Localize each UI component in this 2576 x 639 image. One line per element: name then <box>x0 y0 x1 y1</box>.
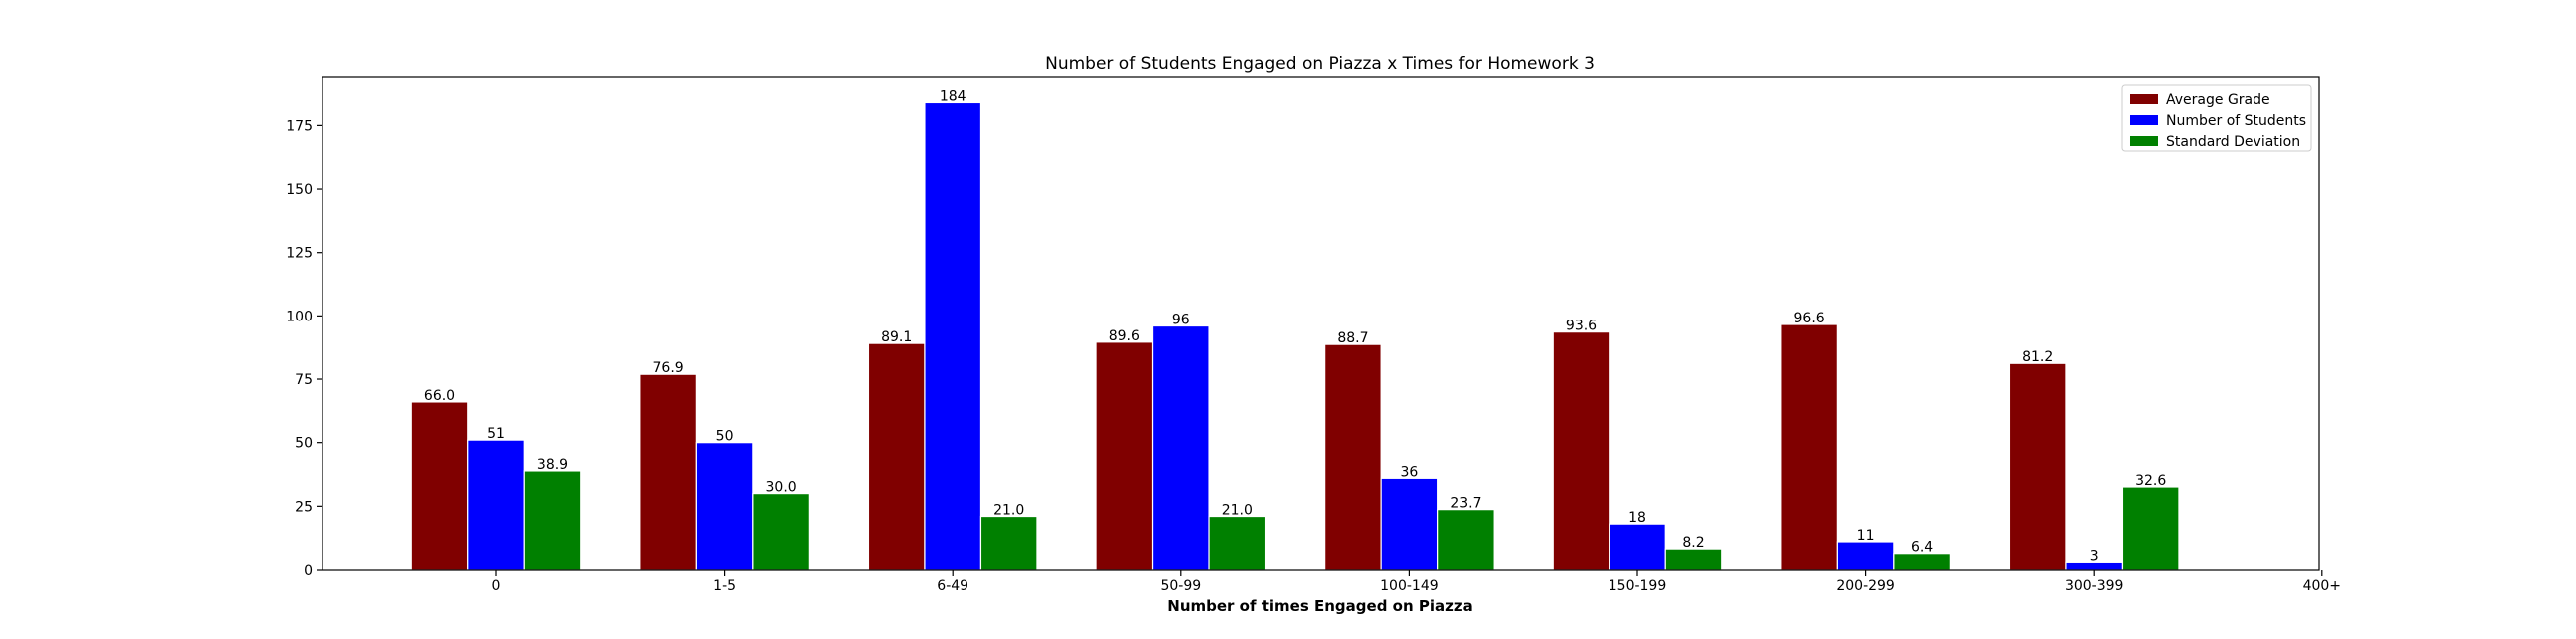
bar-value-label: 18 <box>1628 510 1646 526</box>
x-axis-label: Number of times Engaged on Piazza <box>1167 597 1472 615</box>
bar-value-label: 38.9 <box>537 457 568 473</box>
x-tick-label: 1-5 <box>713 578 736 594</box>
bar-value-label: 76.9 <box>653 360 684 376</box>
y-tick-label: 25 <box>295 499 313 515</box>
legend-label: Number of Students <box>2166 113 2306 129</box>
y-tick-label: 125 <box>286 246 313 262</box>
y-tick-label: 75 <box>295 372 313 388</box>
y-tick-label: 50 <box>295 436 313 452</box>
x-tick-label: 150-199 <box>1609 578 1667 594</box>
bar-value-label: 21.0 <box>993 503 1024 519</box>
legend-box <box>2121 84 2312 152</box>
bar <box>1552 331 1610 571</box>
bar <box>523 470 582 571</box>
bar-value-label: 3 <box>2090 548 2099 564</box>
bar <box>695 442 754 571</box>
bar <box>410 401 469 571</box>
bar-value-label: 81.2 <box>2022 349 2053 365</box>
bar <box>1437 509 1495 571</box>
bar-value-label: 23.7 <box>1450 496 1481 512</box>
bars-layer <box>410 101 2180 571</box>
legend-label: Standard Deviation <box>2166 134 2300 150</box>
bar-value-label: 89.1 <box>881 329 912 345</box>
bar-value-label: 36 <box>1400 464 1418 480</box>
bar <box>867 342 926 571</box>
x-tick-label: 6-49 <box>937 578 968 594</box>
bar <box>1893 553 1951 571</box>
x-tick-label: 0 <box>492 578 501 594</box>
legend-label: Average Grade <box>2166 92 2270 108</box>
bar <box>1609 523 1666 571</box>
bar <box>639 373 697 571</box>
x-tick-label: 200-299 <box>1836 578 1895 594</box>
bar <box>1780 323 1838 571</box>
bar <box>1324 343 1382 571</box>
bar-value-label: 6.4 <box>1911 540 1933 556</box>
bar-value-label: 96 <box>1172 313 1190 328</box>
bar-value-label: 8.2 <box>1682 535 1704 551</box>
bar-value-label: 66.0 <box>424 388 455 404</box>
legend: Average Grade Number of Students Standard … <box>2121 84 2312 152</box>
bar-value-label: 30.0 <box>766 480 797 496</box>
bar-value-label: 11 <box>1857 528 1875 544</box>
bar-value-label: 96.6 <box>1794 311 1825 326</box>
chart-title: Number of Students Engaged on Piazza x T… <box>1045 54 1595 74</box>
x-tick-label: 400+ <box>2303 578 2341 594</box>
y-axis: 0 25 50 75 100 125 150 175 <box>286 118 322 579</box>
bar <box>1151 324 1210 571</box>
y-tick-label: 100 <box>286 309 313 324</box>
y-tick-label: 175 <box>286 118 313 134</box>
bar <box>1664 548 1723 571</box>
bar <box>1095 341 1154 571</box>
bar <box>1380 477 1439 571</box>
bar-value-label: 88.7 <box>1337 330 1368 346</box>
y-tick-label: 150 <box>286 182 313 198</box>
plot-frame <box>322 76 2320 571</box>
bar <box>924 101 982 571</box>
x-axis: 0 1-5 6-49 50-99 100-149 150-199 200-299 300-39… <box>492 570 2341 594</box>
x-tick-label: 50-99 <box>1160 578 1201 594</box>
bar <box>979 515 1038 571</box>
bar-value-label: 50 <box>716 429 734 445</box>
legend-swatch <box>2130 94 2158 104</box>
bar-value-label: 32.6 <box>2135 473 2166 489</box>
bar <box>1208 515 1267 571</box>
legend-swatch <box>2130 115 2158 125</box>
bar-value-label: 93.6 <box>1566 319 1597 334</box>
bar-labels-layer: 66.0 76.9 89.1 89.6 88.7 93.6 96.6 81.2 51 50 184 9… <box>424 88 2166 564</box>
x-tick-label: 100-149 <box>1380 578 1439 594</box>
bar <box>752 493 810 571</box>
bar-value-label: 51 <box>487 426 505 442</box>
x-tick-label: 300-399 <box>2065 578 2124 594</box>
y-tick-label: 0 <box>304 563 313 579</box>
bar <box>2008 362 2067 571</box>
bar-value-label: 89.6 <box>1109 328 1140 344</box>
bar <box>467 439 525 571</box>
bar-value-label: 184 <box>940 88 966 104</box>
bar <box>2121 486 2180 571</box>
bar <box>1836 541 1895 571</box>
legend-swatch <box>2130 136 2158 146</box>
bar-value-label: 21.0 <box>1222 503 1253 519</box>
